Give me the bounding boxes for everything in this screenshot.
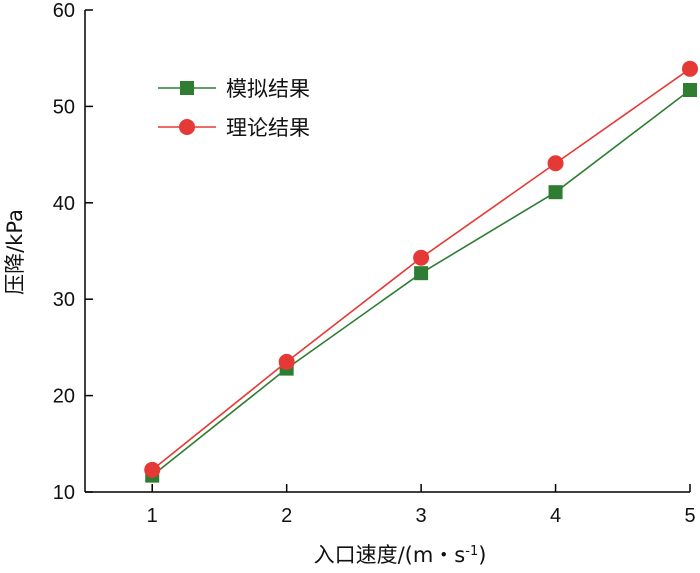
- y-tick-label: 20: [53, 386, 75, 408]
- series-1: [145, 83, 697, 483]
- legend-label: 模拟结果: [226, 77, 310, 101]
- data-point-circle: [413, 249, 430, 266]
- series-2: [144, 60, 698, 478]
- data-point-square: [548, 185, 563, 200]
- data-point-circle: [682, 60, 698, 77]
- y-tick-label: 10: [53, 482, 75, 504]
- y-ticks: 10 20 30 40 50 60: [53, 0, 93, 504]
- y-tick-label: 30: [53, 289, 75, 311]
- series-line: [151, 89, 691, 477]
- y-axis-title: 压降/kPa: [3, 209, 27, 295]
- data-point-square: [683, 83, 697, 98]
- x-tick-label: 5: [684, 505, 695, 527]
- x-ticks: 1 2 3 4 5: [147, 484, 696, 527]
- y-tick-label: 50: [53, 96, 75, 118]
- legend-marker-circle: [179, 119, 195, 135]
- legend-item-1: 模拟结果: [158, 77, 310, 101]
- x-axis-title: 入口速度/(m・s-1): [314, 543, 487, 567]
- y-tick-label: 60: [53, 0, 75, 22]
- data-point-square: [414, 266, 429, 281]
- data-point-circle: [547, 155, 564, 172]
- x-tick-label: 4: [550, 505, 561, 527]
- data-point-circle: [278, 353, 295, 370]
- data-point-circle: [144, 461, 161, 478]
- x-tick-label: 2: [281, 505, 292, 527]
- x-tick-label: 1: [147, 505, 158, 527]
- legend-item-2: 理论结果: [158, 116, 310, 140]
- series-layer: [144, 60, 698, 483]
- legend-marker-square: [180, 81, 194, 95]
- axes: [84, 10, 690, 493]
- y-tick-label: 40: [53, 193, 75, 215]
- x-tick-label: 3: [416, 505, 427, 527]
- legend-label: 理论结果: [226, 116, 310, 140]
